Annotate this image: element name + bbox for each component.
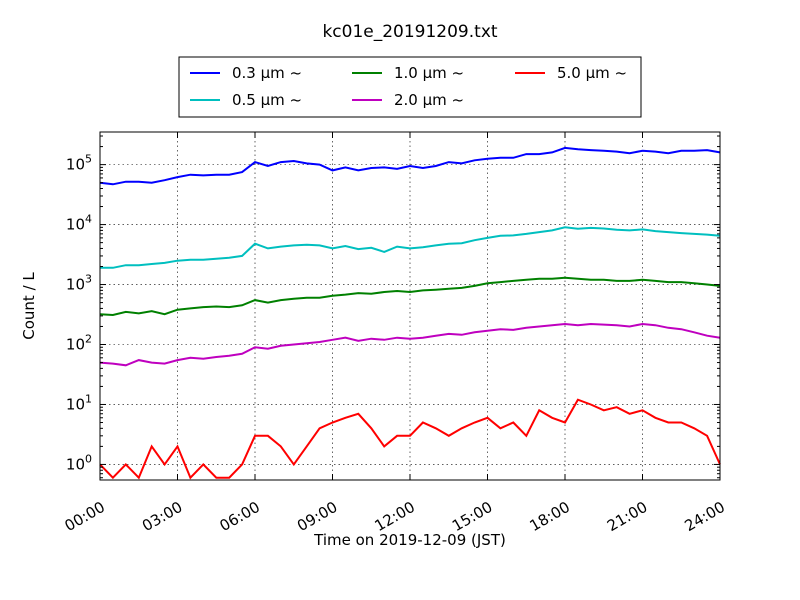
x-tick-label: 06:00 — [217, 498, 263, 535]
y-tick-label: 105 — [66, 153, 92, 174]
x-axis-label: Time on 2019-12-09 (JST) — [313, 531, 506, 549]
y-tick-base: 10 — [66, 336, 85, 354]
legend-label: 0.3 μm ~ — [232, 64, 302, 82]
y-tick-exponent: 2 — [85, 333, 92, 346]
legend: 0.3 μm ~ 0.5 μm ~ 1.0 μm ~ 2.0 μm ~ 5.0 μm ~ — [178, 56, 642, 118]
y-tick-exponent: 1 — [85, 392, 92, 405]
x-tick-label: 09:00 — [294, 498, 340, 535]
series-line-0 — [99, 146, 721, 186]
chart-title: kc01e_20191209.txt — [322, 22, 497, 42]
y-tick-label: 102 — [66, 333, 92, 354]
y-tick-exponent: 5 — [85, 153, 92, 166]
y-tick-base: 10 — [66, 395, 85, 413]
y-tick-base: 10 — [66, 156, 85, 174]
series-line-3 — [99, 322, 721, 367]
legend-label: 2.0 μm ~ — [394, 91, 464, 109]
y-tick-base: 10 — [66, 276, 85, 294]
x-axis: 00:00 03:00 06:00 09:00 12:00 15:00 18:00 21:00… — [62, 132, 728, 535]
x-tick-label: 24:00 — [682, 498, 728, 535]
legend-box — [178, 56, 642, 118]
x-tick-label: 18:00 — [527, 498, 573, 535]
y-tick-label: 100 — [66, 452, 92, 473]
x-tick-label: 12:00 — [372, 498, 418, 535]
plot-frame — [99, 131, 721, 481]
y-tick-exponent: 3 — [85, 273, 92, 286]
x-tick-label: 15:00 — [449, 498, 495, 535]
x-tick-label: 03:00 — [139, 498, 185, 535]
legend-label: 1.0 μm ~ — [394, 64, 464, 82]
legend-label: 0.5 μm ~ — [232, 91, 302, 109]
y-tick-label: 104 — [66, 213, 92, 234]
series-line-2 — [99, 276, 721, 317]
legend-label: 5.0 μm ~ — [557, 64, 627, 82]
y-tick-base: 10 — [66, 216, 85, 234]
series-line-1 — [100, 226, 721, 269]
y-tick-exponent: 0 — [85, 452, 92, 465]
y-tick-label: 101 — [66, 392, 92, 413]
y-tick-exponent: 4 — [85, 213, 92, 226]
y-axis-label: Count / L — [20, 272, 38, 340]
grid — [100, 132, 720, 480]
y-tick-label: 103 — [66, 273, 92, 294]
y-tick-base: 10 — [66, 455, 85, 473]
series-line-4 — [99, 398, 721, 480]
series-layer — [99, 146, 721, 480]
x-tick-label: 21:00 — [604, 498, 650, 535]
x-tick-label: 00:00 — [62, 498, 108, 535]
